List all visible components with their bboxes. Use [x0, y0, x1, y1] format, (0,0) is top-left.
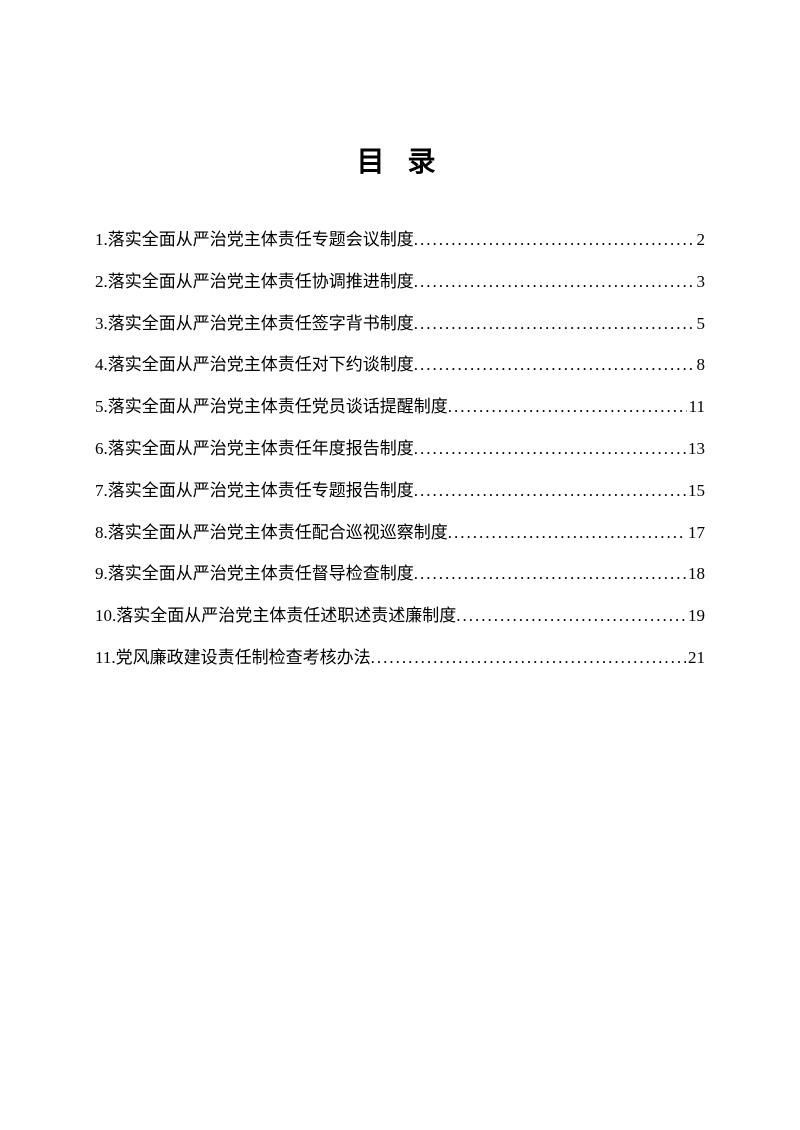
toc-leader-dots — [448, 395, 687, 419]
toc-entry-page: 3 — [695, 270, 706, 294]
toc-leader-dots — [371, 646, 686, 670]
toc-leader-dots — [414, 353, 695, 377]
toc-entry-number: 9. — [95, 562, 108, 586]
toc-entry: 7. 落实全面从严治党主体责任专题报告制度 15 — [95, 479, 705, 503]
toc-entry-number: 11. — [95, 646, 116, 670]
toc-entry-number: 10. — [95, 604, 116, 628]
toc-entry-page: 21 — [686, 646, 705, 670]
toc-leader-dots — [414, 437, 686, 461]
toc-leader-dots — [414, 228, 695, 252]
toc-entry-number: 1. — [95, 228, 108, 252]
toc-entry-text: 落实全面从严治党主体责任专题会议制度 — [108, 228, 414, 252]
toc-leader-dots — [414, 270, 695, 294]
toc-entry-text: 落实全面从严治党主体责任协调推进制度 — [108, 270, 414, 294]
toc-entry-page: 13 — [686, 437, 705, 461]
toc-leader-dots — [414, 479, 686, 503]
toc-entry: 5. 落实全面从严治党主体责任党员谈话提醒制度 11 — [95, 395, 705, 419]
toc-leader-dots — [414, 562, 686, 586]
toc-entry: 3. 落实全面从严治党主体责任签字背书制度 5 — [95, 312, 705, 336]
toc-entry-page: 18 — [686, 562, 705, 586]
toc-entry-number: 2. — [95, 270, 108, 294]
toc-entry-page: 2 — [695, 228, 706, 252]
toc-leader-dots — [448, 521, 686, 545]
table-of-contents: 1. 落实全面从严治党主体责任专题会议制度 2 2. 落实全面从严治党主体责任协… — [95, 228, 705, 670]
toc-entry: 11. 党风廉政建设责任制检查考核办法 21 — [95, 646, 705, 670]
toc-entry-text: 落实全面从严治党主体责任党员谈话提醒制度 — [108, 395, 448, 419]
toc-entry-page: 8 — [695, 353, 706, 377]
toc-entry: 2. 落实全面从严治党主体责任协调推进制度 3 — [95, 270, 705, 294]
toc-entry-text: 落实全面从严治党主体责任专题报告制度 — [108, 479, 414, 503]
toc-entry-number: 3. — [95, 312, 108, 336]
toc-entry-text: 落实全面从严治党主体责任述职述责述廉制度 — [116, 604, 456, 628]
toc-entry-page: 11 — [687, 395, 705, 419]
toc-entry-page: 5 — [695, 312, 706, 336]
toc-entry: 9. 落实全面从严治党主体责任督导检查制度 18 — [95, 562, 705, 586]
toc-entry-text: 落实全面从严治党主体责任督导检查制度 — [108, 562, 414, 586]
toc-leader-dots — [414, 312, 695, 336]
toc-entry-number: 7. — [95, 479, 108, 503]
toc-entry-page: 17 — [686, 521, 705, 545]
toc-entry: 8. 落实全面从严治党主体责任配合巡视巡察制度 17 — [95, 521, 705, 545]
toc-entry-text: 落实全面从严治党主体责任年度报告制度 — [108, 437, 414, 461]
toc-entry-page: 19 — [686, 604, 705, 628]
toc-entry: 1. 落实全面从严治党主体责任专题会议制度 2 — [95, 228, 705, 252]
toc-entry-number: 8. — [95, 521, 108, 545]
toc-entry: 6. 落实全面从严治党主体责任年度报告制度 13 — [95, 437, 705, 461]
toc-entry-text: 落实全面从严治党主体责任对下约谈制度 — [108, 353, 414, 377]
toc-leader-dots — [456, 604, 686, 628]
toc-entry-text: 落实全面从严治党主体责任签字背书制度 — [108, 312, 414, 336]
toc-entry-number: 4. — [95, 353, 108, 377]
toc-entry-text: 落实全面从严治党主体责任配合巡视巡察制度 — [108, 521, 448, 545]
toc-entry-text: 党风廉政建设责任制检查考核办法 — [116, 646, 371, 670]
toc-entry: 4. 落实全面从严治党主体责任对下约谈制度 8 — [95, 353, 705, 377]
toc-entry: 10. 落实全面从严治党主体责任述职述责述廉制度 19 — [95, 604, 705, 628]
page-title: 目 录 — [95, 140, 705, 180]
toc-entry-number: 5. — [95, 395, 108, 419]
toc-entry-page: 15 — [686, 479, 705, 503]
toc-entry-number: 6. — [95, 437, 108, 461]
